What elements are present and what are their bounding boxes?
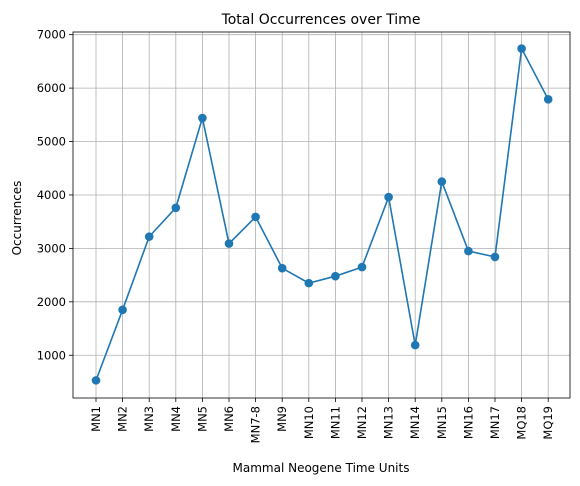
- x-tick-label: MN12: [355, 406, 369, 439]
- data-point: [277, 263, 287, 273]
- data-point: [437, 177, 447, 186]
- data-point: [410, 340, 420, 350]
- data-point: [224, 239, 234, 248]
- x-tick-label: MN5: [195, 406, 209, 432]
- x-tick-label: MN1: [89, 406, 103, 432]
- data-point: [118, 305, 127, 315]
- data-point: [304, 278, 314, 288]
- plot-frame: [72, 31, 571, 399]
- x-tick-label: MN2: [116, 406, 130, 432]
- data-point: [357, 262, 367, 272]
- data-point: [464, 246, 473, 256]
- y-tick-label: 7000: [37, 28, 66, 42]
- x-tick-label: MN11: [328, 406, 342, 439]
- data-point: [144, 232, 154, 241]
- x-tick-label: MN14: [408, 406, 422, 439]
- data-point: [384, 192, 393, 202]
- x-tick-label: MN7-8: [249, 406, 263, 443]
- chart-title: Total Occurrences over Time: [221, 12, 421, 28]
- y-tick-label: 4000: [37, 188, 66, 202]
- data-point: [543, 95, 553, 104]
- y-tick-label: 6000: [37, 81, 66, 95]
- data-point: [251, 212, 260, 222]
- data-point: [517, 44, 526, 53]
- x-tick-label: MN17: [488, 406, 502, 439]
- x-tick-label: MQ18: [515, 406, 529, 440]
- x-tick-label: MN6: [222, 406, 236, 432]
- data-point: [331, 271, 340, 281]
- data-point: [91, 376, 101, 385]
- x-tick-label: MQ19: [541, 406, 555, 440]
- x-tick-label: MN13: [382, 406, 396, 439]
- data-point: [171, 203, 181, 213]
- y-tick-label: 3000: [37, 241, 66, 255]
- data-point: [490, 252, 500, 262]
- x-tick-label: MN10: [302, 406, 316, 439]
- x-ticks: MN1 MN2 MN3 MN4 MN5 MN6 MN7-8 MN9 MN10 MN11 MN12 MN…: [89, 398, 555, 443]
- axes: [72, 31, 571, 399]
- y-ticks: 1000 2000 3000 4000 5000 6000 7000: [37, 28, 73, 362]
- series-line: [95, 45, 549, 381]
- x-tick-label: MN16: [461, 406, 475, 439]
- series-line-group: [91, 44, 553, 385]
- x-tick-label: MN9: [275, 406, 289, 432]
- y-axis-label: Occurrences: [10, 181, 24, 256]
- x-axis-label: Mammal Neogene Time Units: [233, 461, 410, 475]
- y-tick-label: 5000: [37, 135, 66, 149]
- y-tick-label: 2000: [37, 295, 66, 309]
- x-tick-label: MN3: [142, 406, 156, 432]
- x-tick-label: MN4: [169, 406, 183, 432]
- grid: [73, 32, 570, 398]
- data-point: [198, 113, 207, 123]
- y-tick-label: 1000: [37, 348, 66, 362]
- x-tick-label: MN15: [435, 406, 449, 439]
